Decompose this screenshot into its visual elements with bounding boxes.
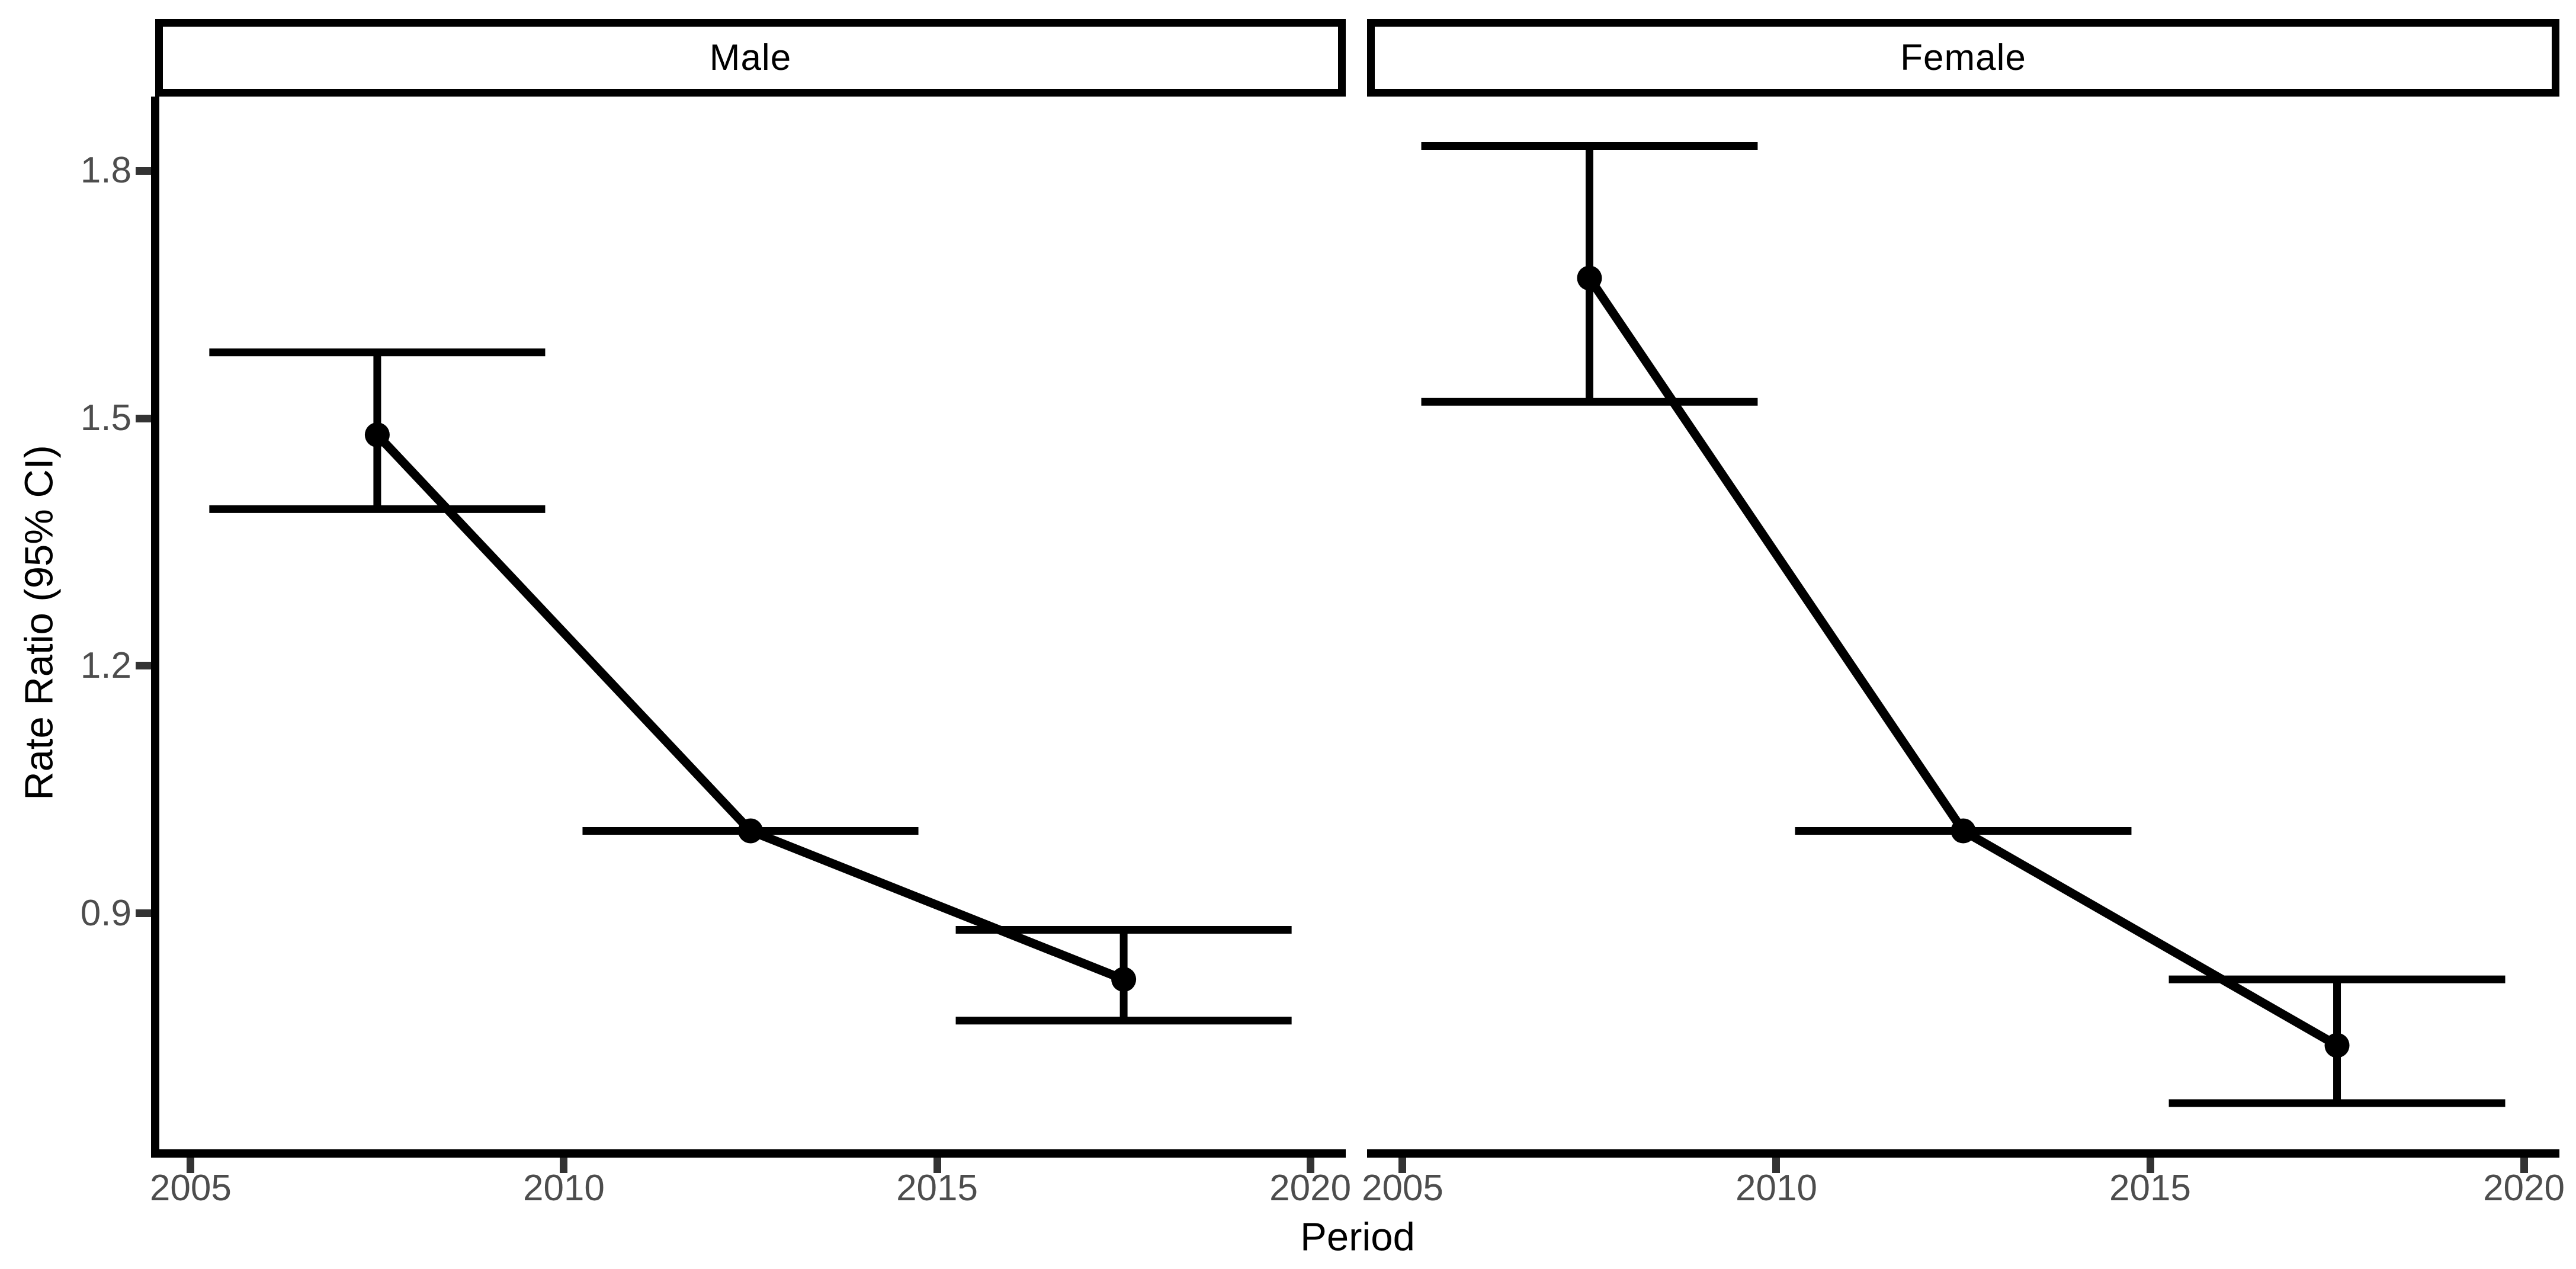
data-point	[364, 422, 390, 447]
x-tick-label: 2010	[1735, 1168, 1817, 1209]
facet-strip-male-label: Male	[709, 37, 792, 78]
data-point	[1111, 967, 1137, 992]
y-tick-label: 0.9	[80, 892, 131, 934]
data-point	[1951, 818, 1976, 844]
trend-line	[1586, 275, 2340, 1050]
y-tick-label: 1.8	[80, 150, 131, 191]
x-tick-label: 2020	[2483, 1168, 2565, 1209]
x-axis-tick	[560, 1158, 568, 1173]
panel-male	[155, 97, 1346, 1149]
panel-female	[1367, 97, 2559, 1149]
data-point	[2324, 1033, 2350, 1058]
y-axis-tick	[136, 166, 151, 175]
x-tick-label: 2010	[522, 1168, 605, 1209]
x-axis-tick	[187, 1158, 195, 1173]
facet-plot-svg	[1421, 142, 2506, 1107]
y-axis-tick	[136, 414, 151, 422]
x-tick-label: 2020	[1269, 1168, 1352, 1209]
y-axis-line	[151, 97, 159, 1158]
x-axis-title: Period	[1300, 1214, 1415, 1260]
x-axis-tick	[1772, 1158, 1781, 1173]
x-tick-label: 2005	[149, 1168, 232, 1209]
y-axis-tick	[136, 662, 151, 670]
facet-strip-female: Female	[1367, 19, 2559, 97]
facet-plot-svg	[209, 348, 1292, 1025]
x-tick-label: 2015	[2109, 1168, 2191, 1209]
x-axis-line-female	[1367, 1149, 2559, 1158]
x-axis-tick	[2520, 1158, 2528, 1173]
x-tick-label: 2005	[1361, 1168, 1443, 1209]
x-axis-tick	[933, 1158, 941, 1173]
y-tick-label: 1.2	[80, 645, 131, 686]
x-axis-line-male	[155, 1149, 1346, 1158]
y-tick-label: 1.5	[80, 398, 131, 439]
facet-strip-female-label: Female	[1900, 37, 2026, 78]
x-tick-label: 2015	[896, 1168, 979, 1209]
y-axis-tick	[136, 909, 151, 918]
data-point	[738, 818, 763, 844]
facet-strip-male: Male	[155, 19, 1346, 97]
x-axis-tick	[1398, 1158, 1407, 1173]
trend-line	[374, 431, 1125, 984]
data-point	[1577, 265, 1602, 291]
x-axis-tick	[1306, 1158, 1314, 1173]
y-axis-title: Rate Ratio (95% CI)	[17, 445, 62, 800]
x-axis-tick	[2146, 1158, 2154, 1173]
